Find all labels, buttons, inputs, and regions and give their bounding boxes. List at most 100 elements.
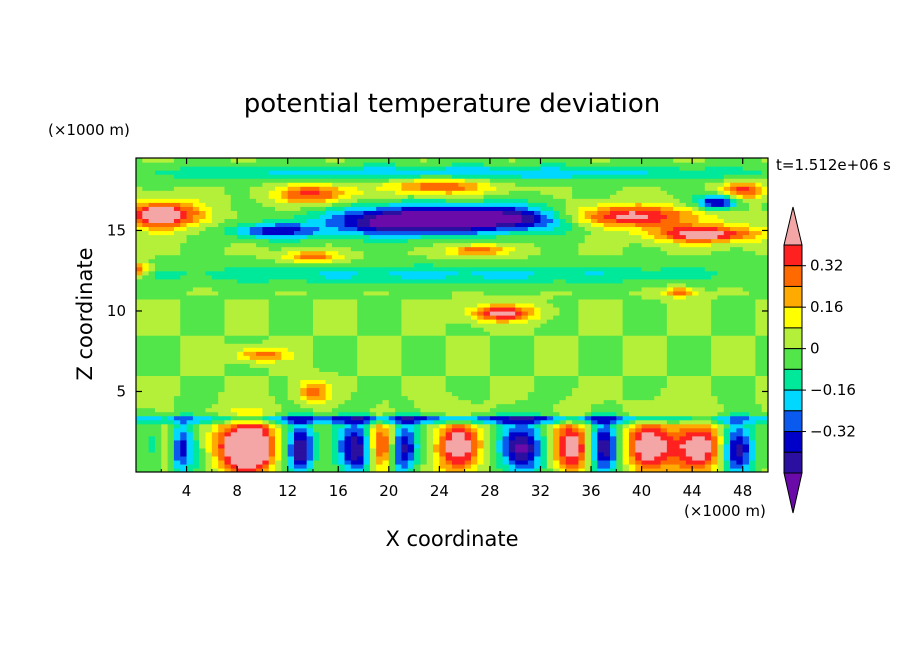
field-cell — [711, 339, 756, 344]
field-cell — [186, 431, 194, 437]
field-cell — [654, 395, 719, 401]
field-cell — [192, 431, 200, 437]
x-tick-label: 8 — [232, 482, 242, 500]
field-cell — [622, 383, 668, 389]
field-cell — [578, 355, 624, 360]
field-cell — [395, 439, 403, 445]
field-cell — [420, 427, 428, 433]
field-cell — [199, 463, 207, 469]
field-cell — [237, 355, 251, 360]
field-cell — [338, 431, 346, 437]
field-cell — [211, 427, 219, 433]
field-cell — [338, 198, 358, 203]
field-cell — [357, 455, 365, 461]
field-cell — [344, 158, 421, 163]
field-cell — [224, 419, 232, 425]
field-cell — [761, 194, 768, 199]
field-cell — [192, 439, 200, 445]
field-cell — [312, 467, 339, 472]
field-cell — [395, 467, 409, 472]
field-cell — [730, 234, 744, 240]
field-cell — [515, 423, 529, 429]
field-cell — [692, 198, 700, 203]
field-cell — [136, 451, 162, 457]
field-cell — [616, 419, 624, 425]
field-cell — [711, 323, 756, 328]
field-cell — [470, 439, 478, 445]
field-cell — [186, 222, 200, 228]
field-cell — [755, 451, 768, 457]
field-cell — [312, 351, 358, 356]
field-cell — [749, 186, 756, 191]
field-cell — [256, 158, 327, 163]
field-cell — [395, 166, 447, 171]
field-cell — [331, 443, 339, 449]
field-cell — [742, 451, 750, 457]
field-cell — [489, 335, 535, 340]
field-cell — [470, 399, 485, 405]
field-cell — [369, 439, 377, 445]
field-cell — [540, 190, 573, 195]
field-cell — [205, 210, 213, 215]
field-cell — [186, 435, 194, 441]
field-cell — [704, 266, 768, 272]
x-tick-label: 28 — [480, 482, 499, 500]
field-cell — [136, 391, 181, 397]
field-cell — [597, 435, 611, 441]
field-cell — [344, 467, 365, 472]
field-cell — [180, 242, 232, 248]
field-cell — [148, 206, 175, 211]
field-cell — [154, 274, 181, 280]
field-cell — [199, 218, 213, 224]
field-cell — [306, 463, 314, 469]
field-cell — [553, 210, 561, 215]
field-cell — [357, 375, 403, 381]
field-cell — [262, 218, 308, 224]
field-cell — [565, 423, 573, 429]
field-cell — [401, 343, 447, 348]
colorbar-label: −0.32 — [810, 423, 856, 441]
field-cell — [136, 399, 175, 405]
field-cell — [281, 419, 289, 425]
field-cell — [755, 186, 763, 191]
field-cell — [622, 375, 668, 381]
y-tick-label: 5 — [116, 382, 126, 400]
field-cell — [325, 210, 346, 215]
field-cell — [249, 363, 314, 368]
field-cell — [173, 447, 181, 453]
field-cell — [521, 218, 535, 224]
field-cell — [704, 459, 712, 465]
field-cell — [736, 202, 750, 207]
field-cell — [180, 335, 226, 340]
field-cell — [534, 415, 548, 421]
field-cell — [180, 218, 194, 224]
field-cell — [306, 423, 314, 429]
field-cell — [319, 443, 333, 449]
field-cell — [508, 451, 516, 457]
field-cell — [610, 423, 617, 429]
field-cell — [489, 455, 497, 461]
field-cell — [660, 435, 674, 441]
field-cell — [742, 286, 768, 292]
field-cell — [426, 423, 440, 429]
field-cell — [268, 439, 276, 445]
field-cell — [502, 459, 510, 465]
field-cell — [527, 443, 535, 449]
field-cell — [312, 363, 358, 368]
field-cell — [635, 210, 662, 215]
field-cell — [136, 435, 150, 441]
field-cell — [363, 463, 371, 469]
field-cell — [338, 186, 358, 191]
field-cell — [534, 306, 542, 312]
field-cell — [679, 198, 693, 203]
field-cell — [357, 383, 403, 389]
field-cell — [534, 331, 579, 336]
field-cell — [578, 331, 624, 336]
field-cell — [414, 423, 421, 429]
field-cell — [148, 447, 156, 453]
field-cell — [211, 415, 232, 421]
field-cell — [401, 186, 421, 191]
field-cell — [515, 399, 561, 405]
field-cell — [483, 162, 542, 167]
field-cell — [527, 423, 535, 429]
